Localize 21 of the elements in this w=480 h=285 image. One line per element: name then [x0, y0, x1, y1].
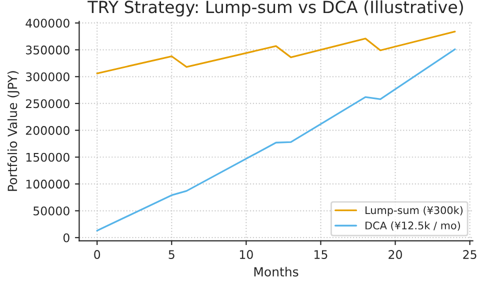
y-tick-label: 350000 [26, 46, 70, 54]
y-tick-label: 0 [63, 233, 70, 242]
y-axis-title: Portfolio Value (JPY) [7, 71, 20, 191]
y-tick-label: 50000 [34, 206, 70, 216]
legend-label: Lump-sum (¥300k) [366, 206, 463, 216]
line-series [96, 30, 456, 74]
x-tick-label: 20 [388, 250, 402, 259]
y-tick-label: 300000 [26, 72, 70, 82]
y-tick-label: 200000 [26, 126, 70, 135]
y-tick-label: 100000 [26, 180, 70, 189]
x-axis-title: Months [254, 266, 298, 277]
x-tick-label: 25 [463, 250, 476, 259]
y-tick-label: 250000 [26, 99, 70, 108]
x-tick-label: 5 [168, 250, 174, 259]
legend-label: DCA (¥12.5k / mo) [366, 221, 460, 231]
x-tick-label: 15 [314, 250, 328, 259]
x-tick-label: 0 [94, 250, 100, 259]
y-tick-label: 150000 [26, 152, 70, 162]
y-tick-label: 400000 [26, 18, 70, 28]
chart-title: TRY Strategy: Lump-sum vs DCA (Illustrative) [88, 0, 463, 17]
x-tick-label: 10 [240, 250, 253, 259]
